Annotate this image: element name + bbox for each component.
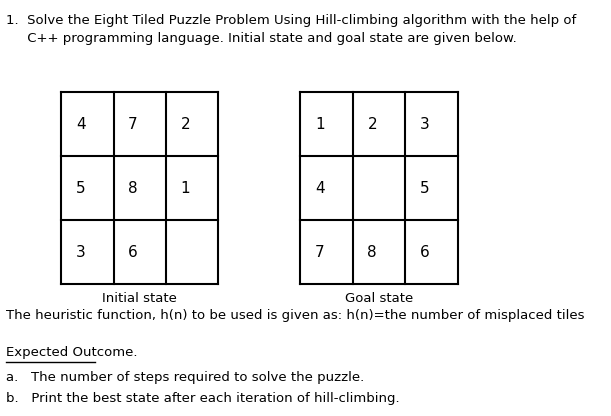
Text: 8: 8 [128, 181, 138, 196]
Text: 4: 4 [76, 117, 86, 132]
Text: 2: 2 [181, 117, 190, 132]
Text: 1.  Solve the Eight Tiled Puzzle Problem Using Hill-climbing algorithm with the : 1. Solve the Eight Tiled Puzzle Problem … [6, 14, 577, 27]
Text: 2: 2 [367, 117, 377, 132]
Text: Initial state: Initial state [102, 292, 177, 305]
Text: 5: 5 [76, 181, 86, 196]
Text: C++ programming language. Initial state and goal state are given below.: C++ programming language. Initial state … [6, 32, 517, 45]
Text: 3: 3 [76, 245, 86, 260]
Text: 1: 1 [181, 181, 190, 196]
Text: b.   Print the best state after each iteration of hill-climbing.: b. Print the best state after each itera… [6, 392, 400, 405]
Text: a.   The number of steps required to solve the puzzle.: a. The number of steps required to solve… [6, 371, 365, 384]
Text: Goal state: Goal state [345, 292, 413, 305]
Text: 4: 4 [315, 181, 325, 196]
Text: 6: 6 [128, 245, 138, 260]
Text: 3: 3 [420, 117, 430, 132]
Text: 7: 7 [315, 245, 325, 260]
Text: Expected Outcome.: Expected Outcome. [6, 347, 138, 359]
Text: 7: 7 [128, 117, 138, 132]
Text: 8: 8 [367, 245, 377, 260]
Text: 5: 5 [420, 181, 430, 196]
Text: The heuristic function, h(n) to be used is given as: h(n)=the number of misplace: The heuristic function, h(n) to be used … [6, 309, 585, 322]
Text: 6: 6 [420, 245, 430, 260]
Text: 1: 1 [315, 117, 325, 132]
